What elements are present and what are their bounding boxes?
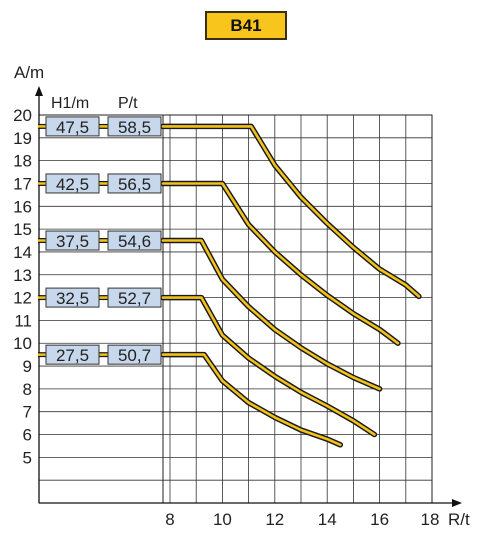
h1-value: 37,5 (56, 232, 89, 251)
y-tick-label: 9 (23, 357, 32, 376)
y-tick-label: 8 (23, 380, 32, 399)
p-box (107, 230, 162, 251)
p-box (107, 344, 162, 365)
table-row: 27,5 50,7 (38, 344, 162, 365)
y-axis-label: A/m (14, 63, 44, 82)
y-tick-label: 5 (23, 448, 32, 467)
y-tick-label: 15 (13, 220, 32, 239)
p-box (107, 116, 162, 137)
y-tick-label: 13 (13, 266, 32, 285)
load-curve (161, 239, 381, 391)
load-curve (161, 125, 421, 298)
y-tick-label: 11 (14, 311, 32, 330)
p-value: 58,5 (118, 118, 151, 137)
table-row: 32,5 52,7 (38, 287, 162, 308)
y-tick-label: 10 (13, 334, 32, 353)
p-box (107, 173, 162, 194)
column-header-p: P/t (118, 95, 138, 112)
h1-box (45, 344, 100, 365)
p-value: 52,7 (118, 289, 151, 308)
h1-value: 32,5 (56, 289, 89, 308)
table-row: 47,5 58,5 (38, 116, 162, 137)
y-tick-label: 12 (13, 289, 32, 308)
x-axis-arrow (452, 499, 462, 507)
x-tick-label: 16 (370, 510, 389, 529)
p-value: 54,6 (118, 232, 151, 251)
p-value: 50,7 (118, 346, 151, 365)
h1-box (45, 230, 100, 251)
table-row: 42,5 56,5 (38, 173, 162, 194)
y-tick-label: 6 (23, 426, 32, 445)
y-tick-label: 20 (13, 106, 32, 125)
y-tick-label: 18 (13, 152, 32, 171)
y-axis-arrow (35, 86, 43, 96)
h1-box (45, 173, 100, 194)
y-tick-label: 7 (23, 403, 32, 422)
h1-value: 47,5 (56, 118, 89, 137)
column-header-h1: H1/m (51, 95, 89, 112)
x-tick-label: 8 (165, 510, 174, 529)
x-tick-label: 18 (421, 510, 440, 529)
x-tick-label: 10 (213, 510, 232, 529)
h1-box (45, 287, 100, 308)
y-tick-label: 16 (13, 197, 32, 216)
p-box (107, 287, 162, 308)
h1-value: 27,5 (56, 346, 89, 365)
load-curve (161, 182, 400, 345)
chart-badge: B41 (205, 11, 287, 40)
h1-box (45, 116, 100, 137)
y-tick-label: 19 (13, 129, 32, 148)
p-value: 56,5 (118, 175, 151, 194)
x-tick-label: 14 (318, 510, 337, 529)
table-row: 37,5 54,6 (38, 230, 162, 251)
x-axis-label: R/t (448, 510, 470, 529)
y-tick-label: 14 (13, 243, 32, 262)
x-tick-label: 12 (265, 510, 284, 529)
y-tick-label: 17 (13, 174, 32, 193)
h1-value: 42,5 (56, 175, 89, 194)
load-curve (161, 353, 342, 447)
plot-area (39, 115, 432, 503)
load-curve (161, 296, 376, 436)
